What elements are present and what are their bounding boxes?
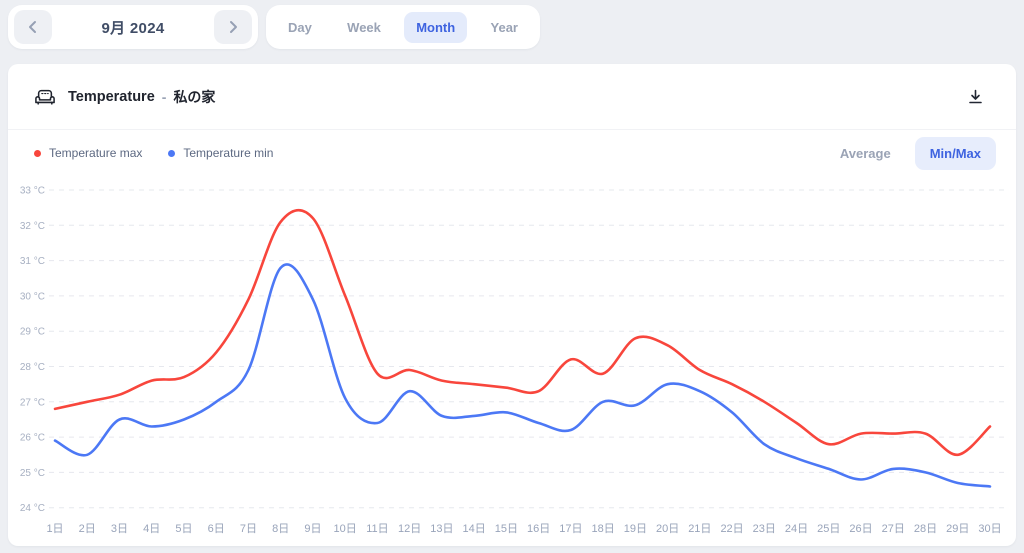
y-axis-label: 31 °C [20,256,45,267]
x-axis-label: 4日 [143,523,160,535]
x-axis-label: 30日 [978,523,1001,535]
chart-area: 33 °C 32 °C 31 °C 30 °C 29 °C 28 °C 27 °C 26 °C… [8,176,1016,547]
x-axis-label: 10日 [334,523,357,535]
chevron-right-icon [229,21,237,33]
temperature-max-line [53,208,992,457]
x-axis-label: 19日 [624,523,647,535]
x-axis-label: 7日 [240,523,257,535]
legend-dot [168,149,176,157]
x-axis-label: 26日 [849,523,872,535]
card-subtitle: 私の家 [173,88,216,105]
x-axis-label: 28日 [914,523,937,535]
x-axis-label: 14日 [463,523,486,535]
legend-item: Temperature max [34,146,142,160]
x-axis-label: 27日 [882,523,905,535]
tab-week[interactable]: Week [335,12,393,43]
x-axis-label: 3日 [111,523,128,535]
chart-controls: Temperature max Temperature min Average M… [8,130,1016,176]
y-axis-label: 32 °C [20,221,45,232]
y-axis-label: 29 °C [20,327,45,338]
temperature-min-line [53,263,992,488]
y-axis-label: 24 °C [20,503,45,514]
download-icon [969,89,982,104]
period-tabs: Day Week Month Year [266,5,540,49]
y-axis-label: 28 °C [20,362,45,373]
card-title: Temperature [68,88,155,105]
x-axis-label: 15日 [495,523,518,535]
x-axis-label: 1日 [46,523,63,535]
x-axis-label: 12日 [398,523,421,535]
date-nav-card: 9月 2024 [8,5,258,49]
x-axis-label: 18日 [591,523,614,535]
y-axis-label: 33 °C [20,186,45,197]
tab-year[interactable]: Year [479,12,530,43]
x-axis-label: 22日 [720,523,743,535]
chart-legend: Temperature max Temperature min [34,146,273,160]
view-switch: Average Min/Max [830,136,996,170]
x-axis-label: 13日 [430,523,453,535]
x-axis-label: 9日 [304,523,321,535]
y-axis-label: 30 °C [20,291,45,302]
tab-month[interactable]: Month [404,11,468,43]
tab-day[interactable]: Day [276,12,324,43]
minmax-button[interactable]: Min/Max [914,136,996,170]
date-label: 9月 2024 [101,19,165,37]
title-separator: - [161,88,167,105]
temperature-card: Temperature - 私の家 Temperature max Tempera… [8,64,1016,546]
x-axis-label: 29日 [946,523,969,535]
x-axis-label: 23日 [753,523,776,535]
legend-dot [34,149,41,157]
legend-item: Temperature min [168,146,273,160]
x-axis-label: 5日 [175,523,192,535]
card-header: Temperature - 私の家 [8,64,1016,130]
x-axis-label: 20日 [656,523,679,535]
x-axis-label: 6日 [208,523,225,535]
x-axis-label: 25日 [817,523,840,535]
x-axis-label: 8日 [272,523,289,535]
x-axis-label: 16日 [527,523,550,535]
sofa-icon [34,87,56,107]
next-month-button[interactable] [213,10,252,44]
legend-label: Temperature min [183,146,274,160]
x-axis-label: 21日 [688,523,711,535]
x-axis-label: 17日 [559,523,582,535]
y-axis-label: 27 °C [20,397,45,408]
x-axis-label: 2日 [79,523,96,535]
temperature-line-chart[interactable]: 33 °C 32 °C 31 °C 30 °C 29 °C 28 °C 27 °C 26 °C… [8,176,1016,542]
prev-month-button[interactable] [14,10,52,44]
legend-label: Temperature max [49,146,143,160]
y-axis-label: 25 °C [20,468,45,479]
download-button[interactable] [961,82,990,111]
chevron-left-icon [29,21,36,33]
average-button[interactable]: Average [830,138,901,169]
y-axis-label: 26 °C [20,433,45,444]
x-axis-label: 11日 [366,523,388,535]
x-axis-label: 24日 [785,523,808,535]
